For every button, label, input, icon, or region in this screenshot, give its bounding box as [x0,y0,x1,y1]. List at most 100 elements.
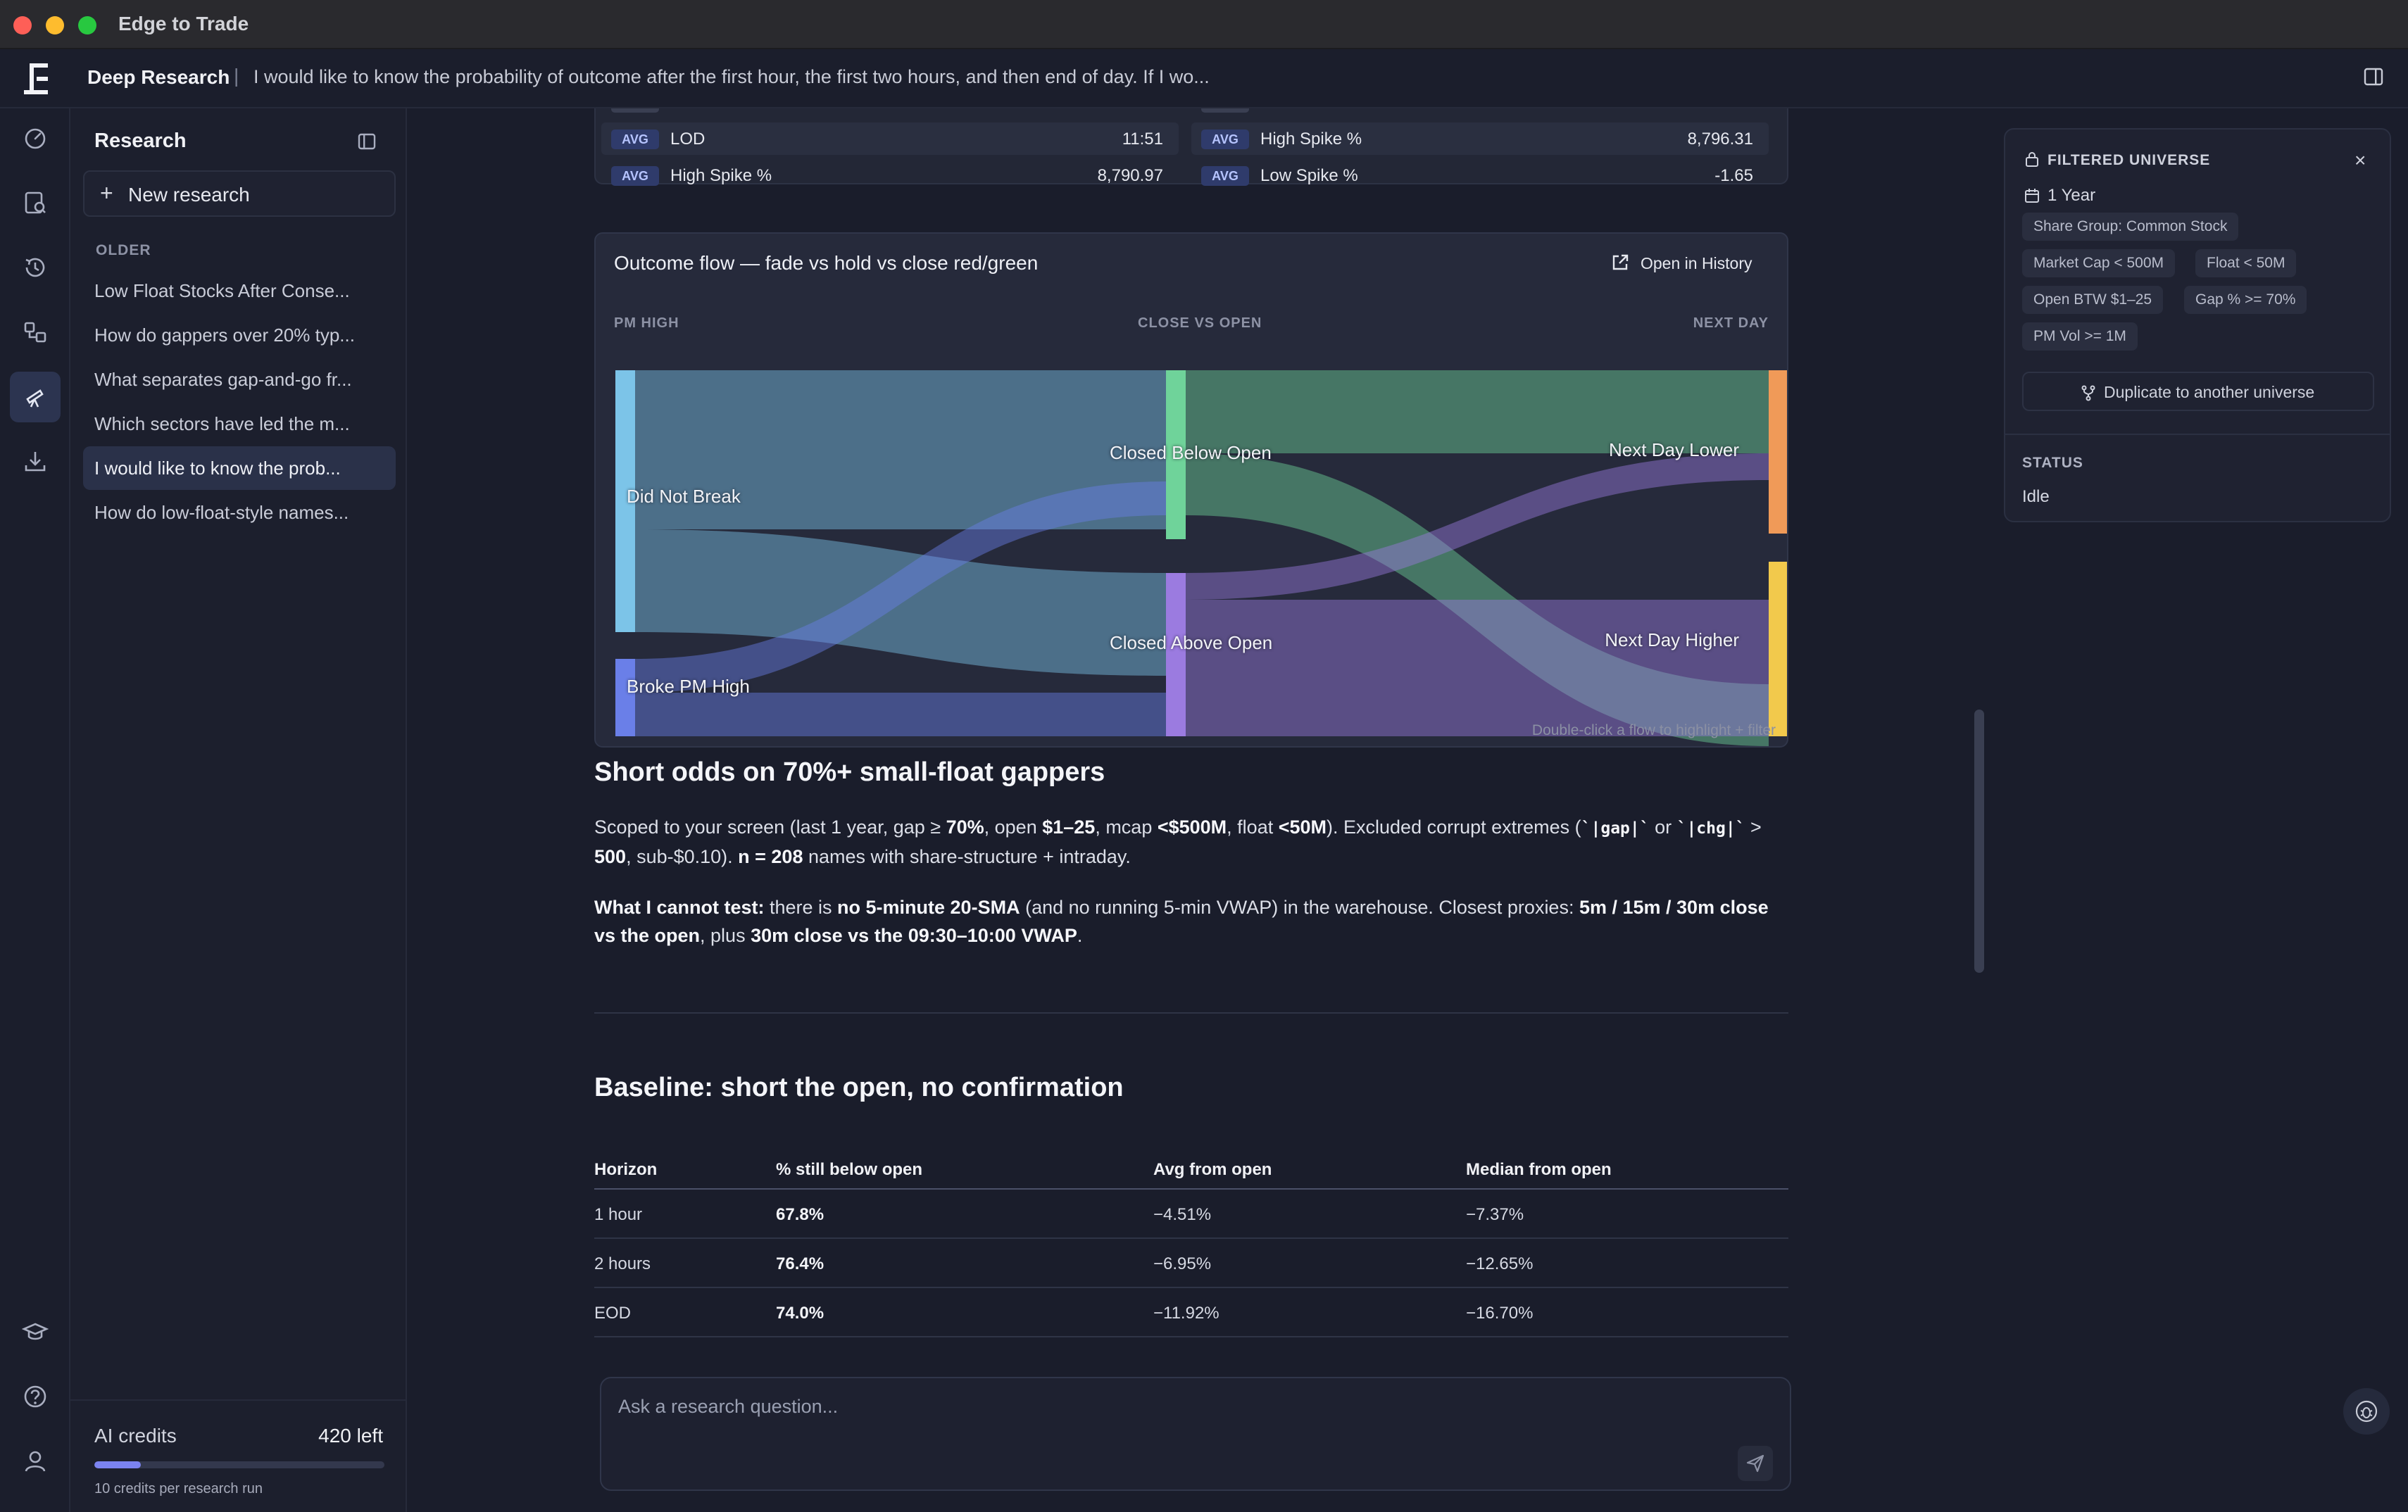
node-closed-below-open[interactable] [1166,370,1186,539]
filter-chip[interactable]: Share Group: Common Stock [2022,213,2239,241]
research-history-item[interactable]: Low Float Stocks After Conse... [83,269,396,313]
filtered-universe-card: FILTERED UNIVERSE × 1 Year Share Group: … [2004,128,2391,522]
stat-name: HOD [670,108,708,113]
app-logo-icon[interactable] [20,59,52,99]
download-icon [25,452,46,472]
stat-row: AVG High Spike % 8,796.31 [1191,122,1769,155]
flow-closed-below-to-next-higher[interactable] [1186,453,1769,746]
flow-did-not-break-to-closed-above[interactable] [635,529,1166,676]
credits-label: AI credits [94,1425,177,1447]
table-cell: 2 hours [594,1254,651,1273]
duplicate-universe-button[interactable]: Duplicate to another universe [2022,372,2374,411]
table-cell: −11.92% [1153,1304,1219,1323]
flow-closed-below-to-next-lower[interactable] [1186,370,1769,453]
filter-chip[interactable]: Open BTW $1–25 [2022,286,2164,314]
stat-row: AVG HOD 11:51 [601,108,1179,118]
history-button[interactable] [10,242,61,293]
node-label-did-not-break: Did Not Break [627,486,741,507]
content-scrollbar[interactable] [1974,710,1984,973]
node-next-day-lower[interactable] [1769,370,1788,534]
send-button[interactable] [1738,1446,1773,1481]
node-closed-above-open[interactable] [1166,573,1186,736]
node-label-next-day-higher: Next Day Higher [1605,629,1739,650]
stat-value: 8,796.31 [1687,130,1753,149]
mode-label: Deep Research [87,66,230,88]
sankey-diagram[interactable] [596,234,1788,748]
universe-divider [2005,434,2390,435]
table-cell: −4.51% [1153,1205,1212,1224]
flow-broke-to-closed-below[interactable] [635,481,1166,693]
report-body: Short odds on 70%+ small-float gappers S… [594,757,1791,950]
research-history-label: How do low-float-style names... [94,502,349,523]
right-panel-toggle-icon[interactable] [2363,66,2384,87]
bug-icon [2355,1400,2378,1423]
credits-progress-bar [94,1461,384,1468]
dashboard-button[interactable] [10,113,61,163]
stat-value: 11:51 [1122,108,1163,113]
research-history-item[interactable]: How do low-float-style names... [83,491,396,534]
flow-did-not-break-to-closed-below[interactable] [635,370,1166,529]
screener-button[interactable] [10,177,61,228]
close-icon[interactable]: × [2354,149,2366,171]
learn-icon [22,1323,49,1340]
table-row: EOD 74.0% −11.92% −16.70% [594,1288,1788,1337]
account-button[interactable] [10,1436,61,1487]
research-history-item[interactable]: Which sectors have led the m... [83,402,396,446]
close-window-button[interactable] [13,16,32,34]
universe-date-range: 1 Year [2048,186,2096,205]
table-header-cell: Median from open [1466,1160,1612,1179]
research-history-item[interactable]: I would like to know the prob... [83,446,396,490]
stat-value: 11:51 [1122,130,1163,149]
table-header-cell: Avg from open [1153,1160,1272,1179]
stat-badge: CNT [1201,108,1249,113]
external-link-icon [1612,254,1629,270]
flow-closed-above-to-next-higher[interactable] [1186,600,1769,736]
table-cell: 76.4% [776,1254,824,1273]
report-bug-button[interactable] [2343,1388,2390,1435]
node-broke-pm-high[interactable] [615,659,635,736]
new-research-button[interactable]: + New research [83,170,396,217]
zoom-window-button[interactable] [78,16,96,34]
table-cell: 67.8% [776,1205,824,1224]
filter-chip[interactable]: Market Cap < 500M [2022,249,2176,277]
workflow-button[interactable] [10,307,61,358]
filter-chip[interactable]: PM Vol >= 1M [2022,322,2138,351]
node-did-not-break[interactable] [615,370,635,632]
flow-closed-above-to-next-lower[interactable] [1186,453,1769,600]
stat-value: 8,790.97 [1097,166,1163,185]
flow-broke-to-closed-above[interactable] [635,693,1166,736]
download-button[interactable] [10,436,61,487]
research-history-item[interactable]: How do gappers over 20% typ... [83,313,396,357]
lock-icon [2026,152,2038,167]
minimize-window-button[interactable] [46,16,64,34]
screener-icon [25,191,46,214]
stat-badge: AVG [611,166,659,186]
node-label-broke-pm-high: Broke PM High [627,676,750,697]
learn-button[interactable] [10,1306,61,1357]
help-icon [24,1385,46,1408]
research-question-input[interactable] [618,1392,1717,1420]
research-history-item[interactable]: What separates gap-and-go fr... [83,358,396,401]
node-next-day-higher[interactable] [1769,562,1788,736]
help-button[interactable] [10,1371,61,1422]
filter-chip[interactable]: Float < 50M [2195,249,2297,277]
column-label-next-day: NEXT DAY [1693,315,1769,331]
research-history-label: What separates gap-and-go fr... [94,369,352,390]
fork-icon [2081,385,2095,401]
column-label-pm-high: PM HIGH [614,315,679,331]
table-cell: −6.95% [1153,1254,1212,1273]
credits-remaining: 420 left [318,1425,383,1447]
baseline-table: Horizon % still below open Avg from open Me… [594,1149,1788,1337]
collapse-sidebar-icon[interactable] [356,131,377,152]
research-button[interactable] [10,372,61,422]
research-query-title: I would like to know the probability of … [253,66,1210,87]
baseline-heading: Baseline: short the open, no confirmatio… [594,1073,1124,1102]
stat-badge: AVG [611,108,659,113]
research-sidebar: Research + New research OLDER Low Float … [70,108,407,1512]
research-history-label: Low Float Stocks After Conse... [94,280,350,301]
stat-name: LOD [670,130,706,149]
history-icon [25,258,45,277]
table-cell: EOD [594,1304,632,1323]
filter-chip[interactable]: Gap % >= 70% [2184,286,2307,314]
research-history-label: Which sectors have led the m... [94,413,350,434]
